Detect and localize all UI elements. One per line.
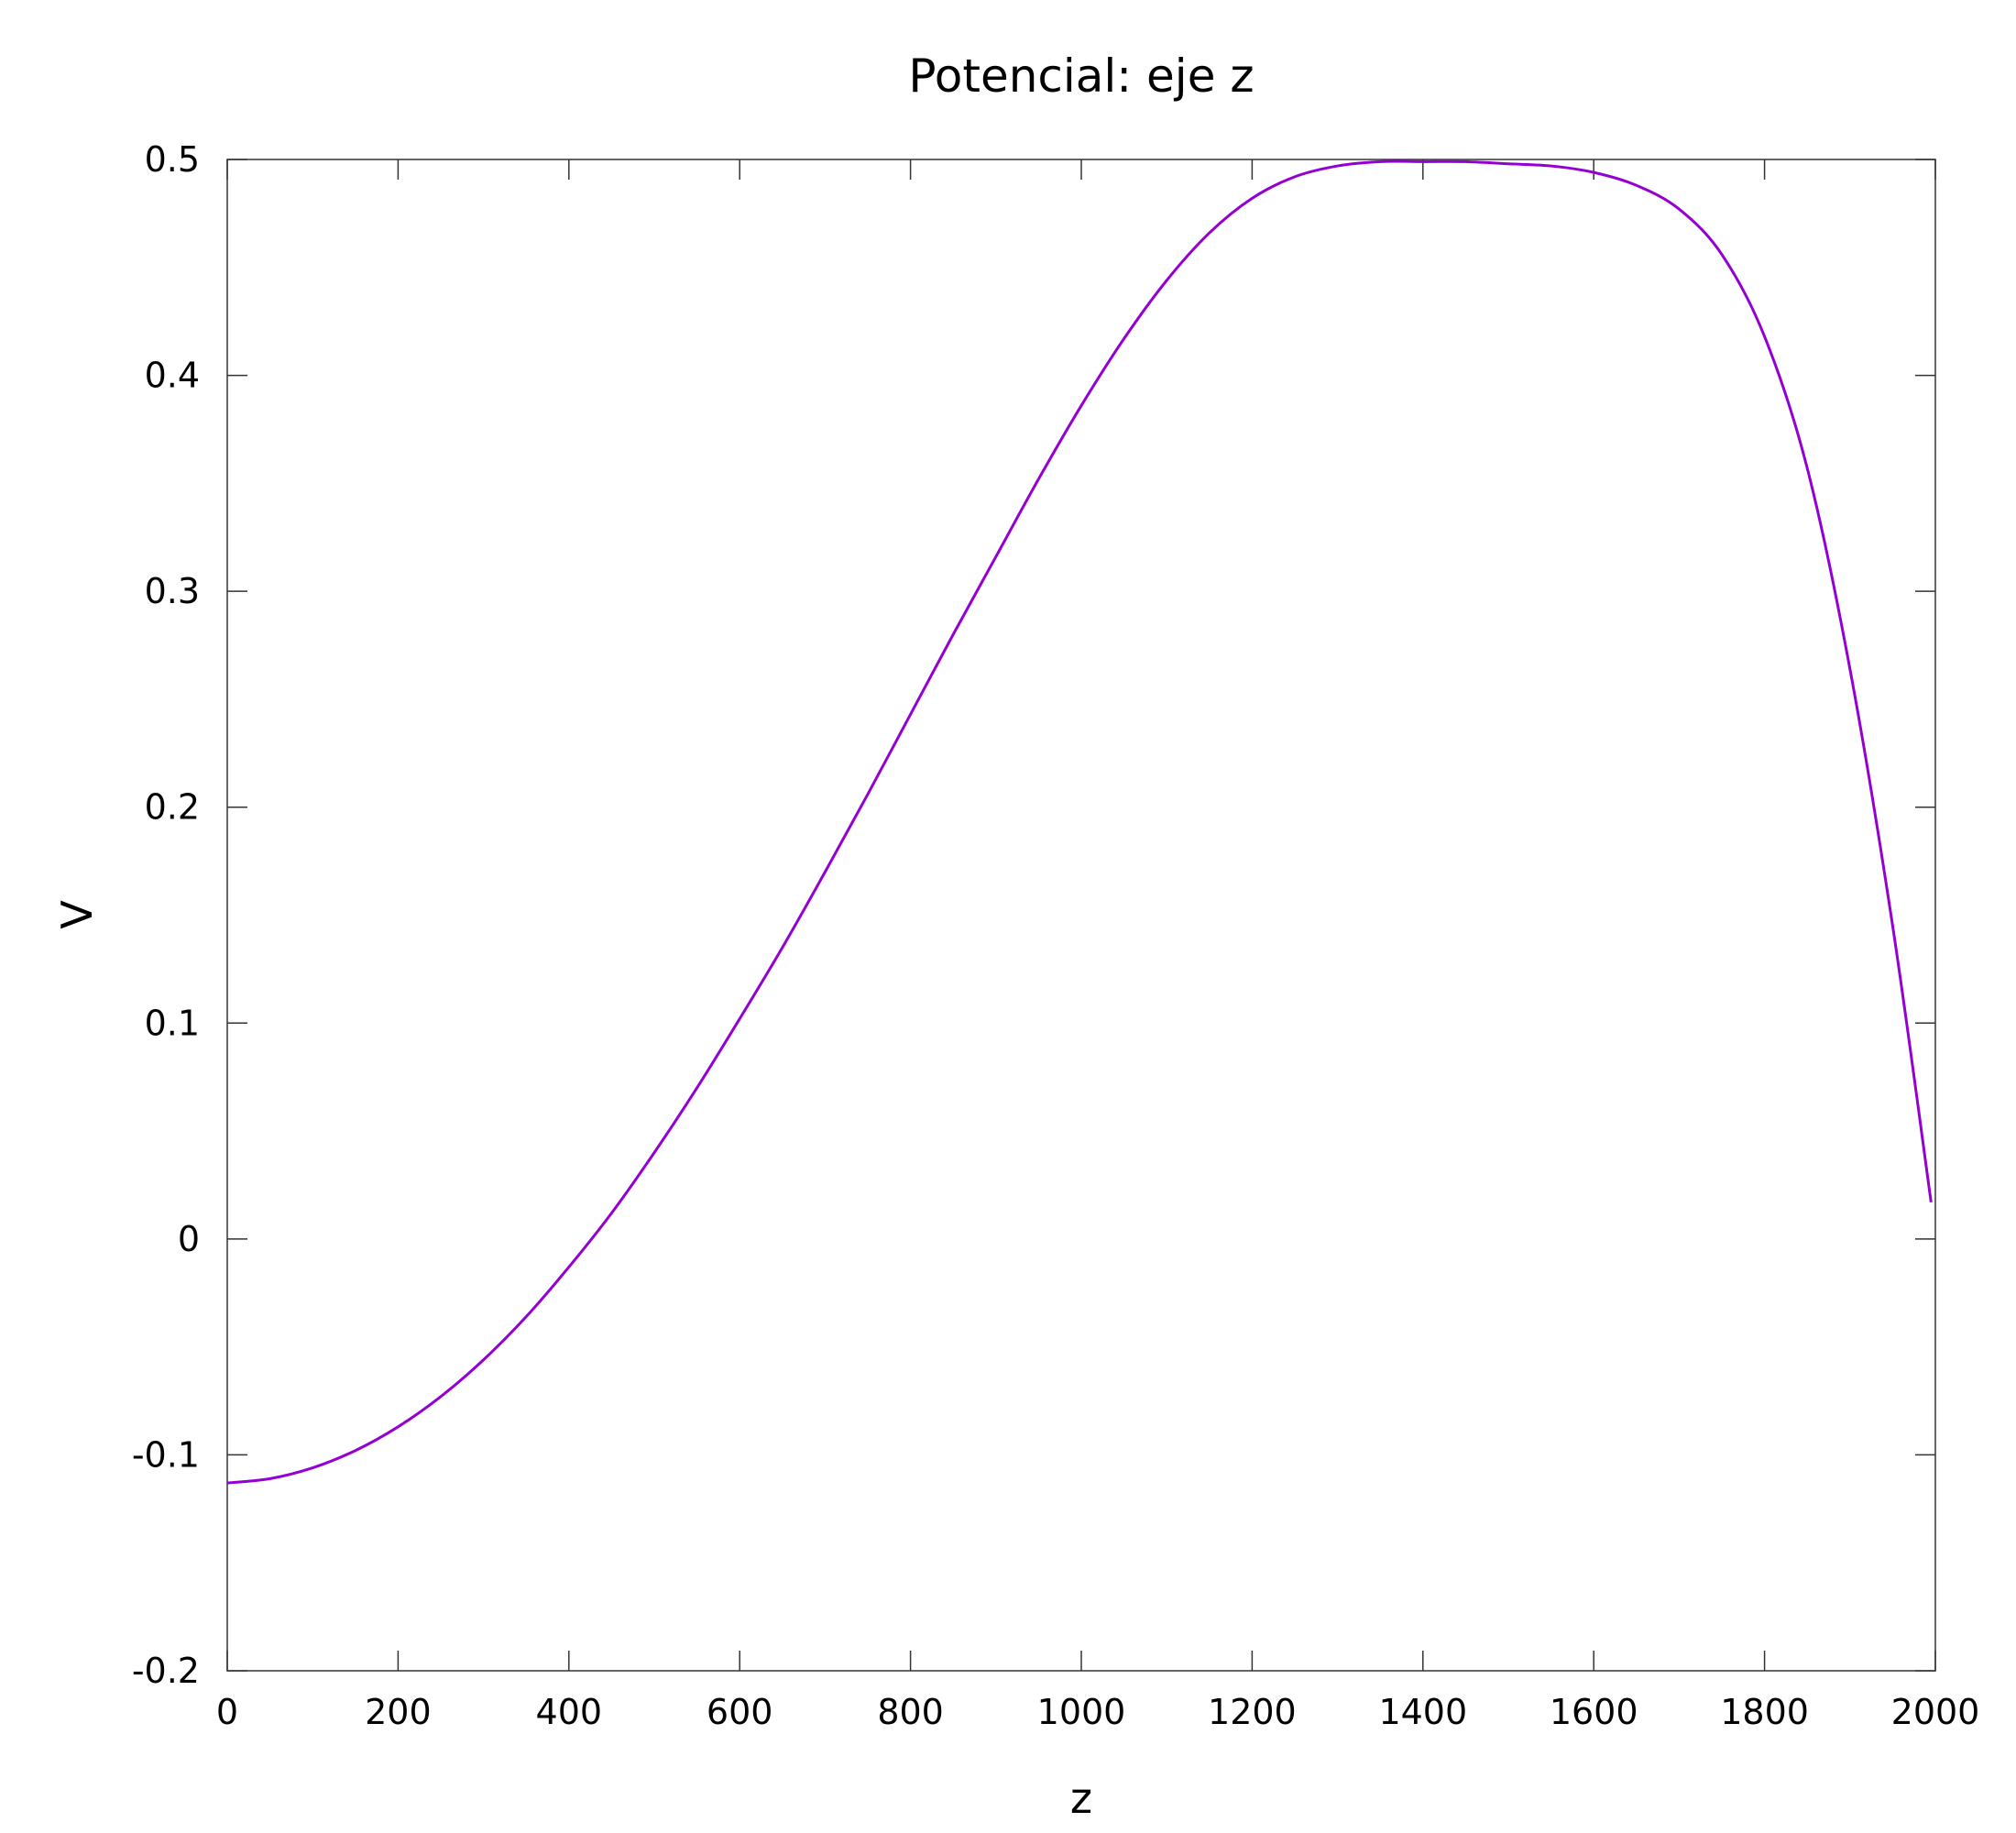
x-tick-label: 1400 — [1378, 1692, 1467, 1732]
x-tick-label: 0 — [216, 1692, 238, 1732]
y-tick-label: 0.1 — [145, 1003, 200, 1043]
x-tick-label: 800 — [877, 1692, 944, 1732]
y-tick-label: -0.2 — [132, 1651, 200, 1691]
x-tick-label: 200 — [365, 1692, 432, 1732]
y-axis-label: V — [52, 900, 102, 929]
x-tick-label: 1800 — [1720, 1692, 1809, 1732]
chart-title: Potencial: eje z — [908, 49, 1254, 103]
tick-layer: 0 200 400 600 800 1000 1200 1400 1600 1800 2000 -0.… — [132, 139, 1980, 1732]
x-tick-label: 1600 — [1550, 1692, 1638, 1732]
y-tick-label: 0 — [178, 1219, 200, 1259]
x-tick-label: 600 — [707, 1692, 773, 1732]
x-tick-label: 1000 — [1037, 1692, 1126, 1732]
x-tick-label: 400 — [536, 1692, 603, 1732]
y-tick-label: 0.3 — [145, 571, 200, 611]
plot-frame — [226, 159, 1936, 1672]
y-tick-label: 0.2 — [145, 787, 200, 828]
x-axis-label: z — [1070, 1773, 1092, 1823]
x-tick-label: 1200 — [1208, 1692, 1297, 1732]
series-line — [226, 159, 1933, 1485]
y-tick-label: -0.1 — [132, 1434, 200, 1475]
y-tick-label: 0.5 — [145, 139, 200, 180]
x-tick-label: 2000 — [1891, 1692, 1980, 1732]
y-tick-label: 0.4 — [145, 356, 200, 396]
series-layer — [226, 159, 1933, 1485]
